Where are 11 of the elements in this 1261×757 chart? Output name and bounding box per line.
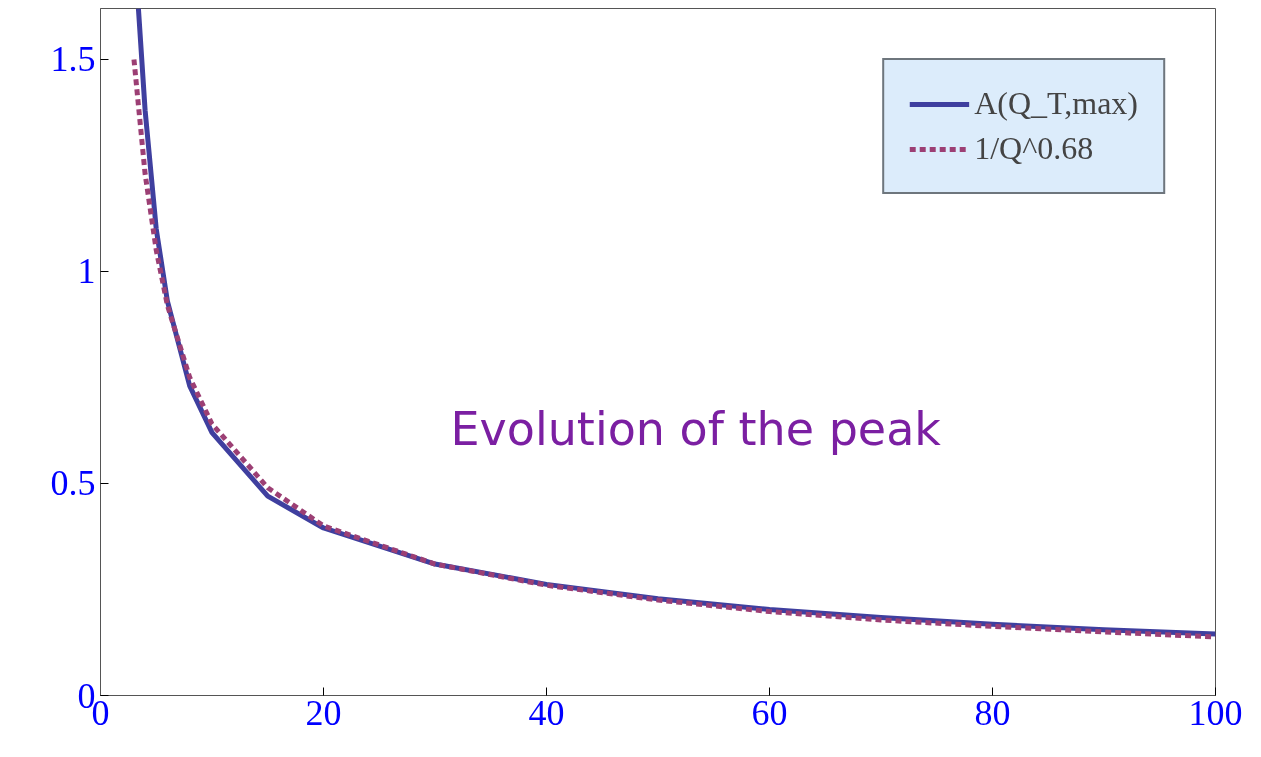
x-tick-label: 20 xyxy=(305,692,342,733)
y-tick-label: 0.5 xyxy=(50,463,96,504)
y-tick-label: 1.5 xyxy=(50,39,96,80)
x-tick-label: 60 xyxy=(751,692,788,733)
legend-label: 1/Q^0.68 xyxy=(974,130,1094,167)
x-tick-label: 40 xyxy=(528,692,565,733)
legend-label: A(Q_T,max) xyxy=(974,85,1138,122)
y-tick-label: 1 xyxy=(77,251,96,292)
x-tick-label: 80 xyxy=(974,692,1011,733)
x-tick-label: 100 xyxy=(1188,692,1243,733)
annotation: Evolution of the peak xyxy=(450,401,942,456)
